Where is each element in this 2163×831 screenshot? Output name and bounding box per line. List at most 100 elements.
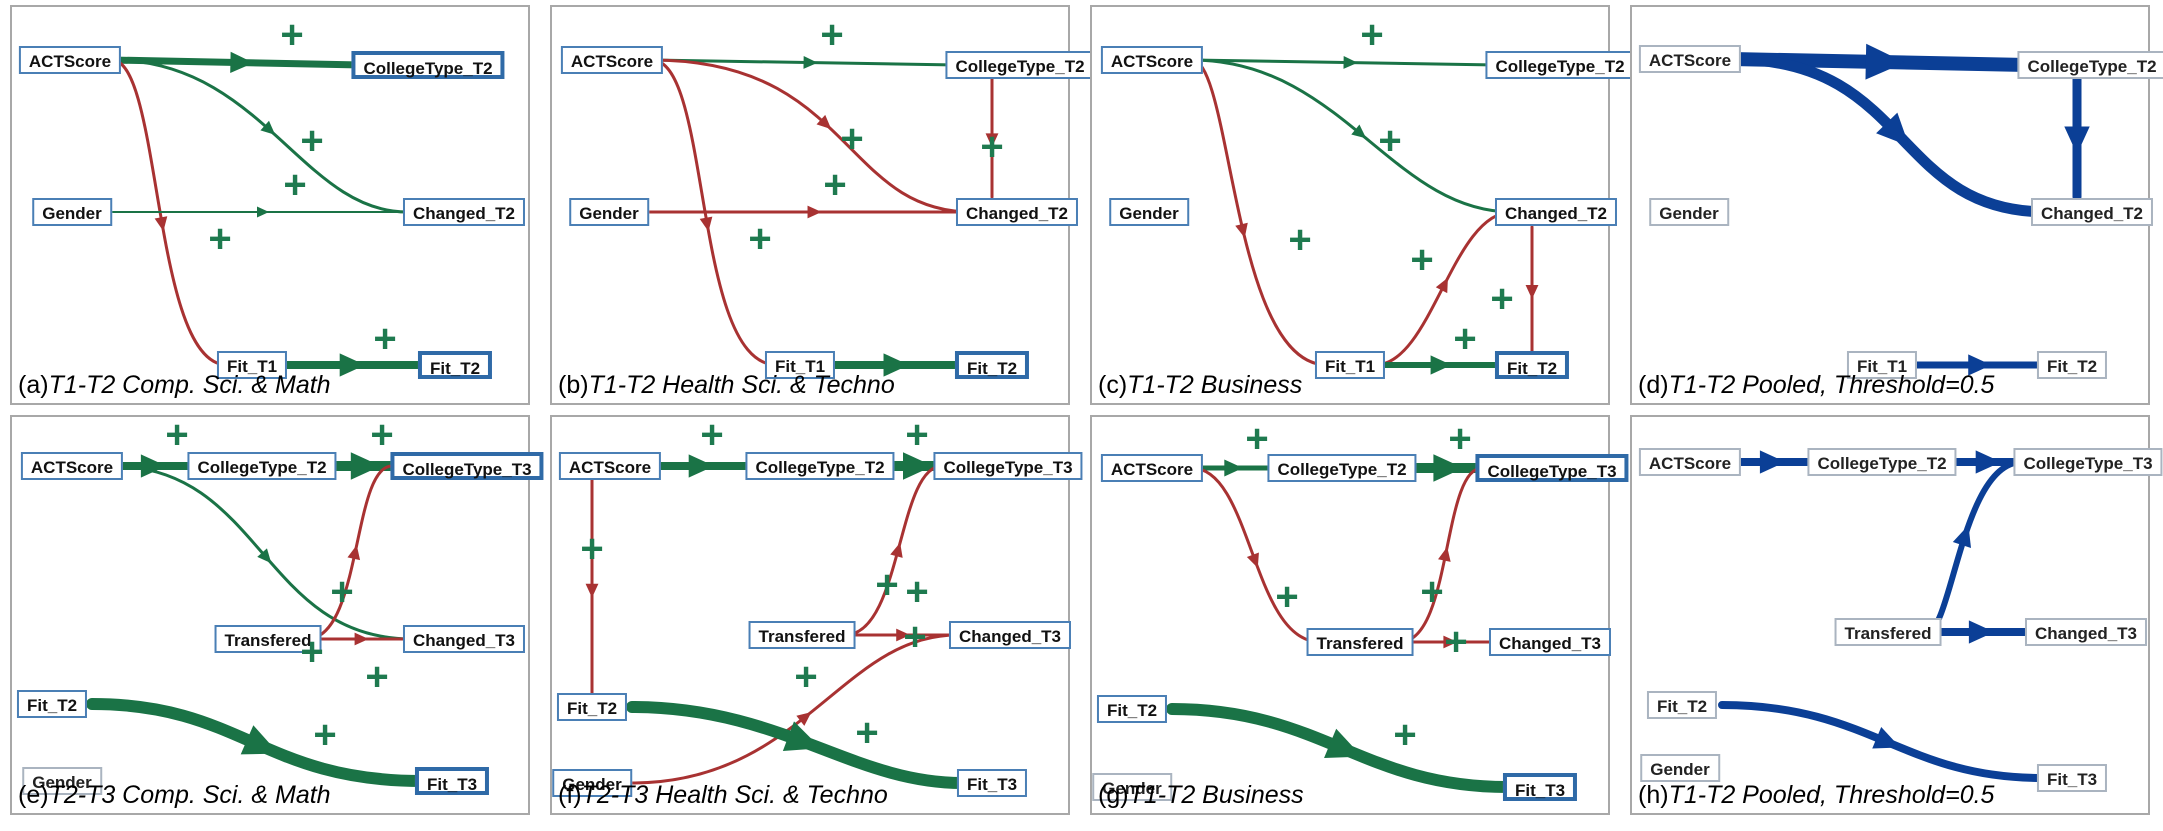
arrowhead-icon <box>230 52 254 74</box>
panel-b: ACTScore CollegeType_T2 Gender Changed_T2 Fi… <box>550 5 1070 405</box>
caption-text: T1-T2 Comp. Sci. & Math <box>49 371 331 399</box>
node-fit-t3: Fit_T3 <box>1503 773 1577 801</box>
plus-sign-icon: + <box>165 415 188 455</box>
caption-text: T1-T2 Pooled, Threshold=0.5 <box>1669 781 1995 809</box>
caption-text: T1-T2 Business <box>1129 781 1304 809</box>
node-gender: Gender <box>1649 198 1729 226</box>
arrowhead-icon <box>355 633 369 646</box>
panel-caption: (f)T2-T3 Health Sci. & Techno <box>558 781 888 810</box>
plus-sign-icon: + <box>820 15 843 55</box>
edge-ACTScore-to-Fit_T1 <box>1192 60 1327 365</box>
node-collegetype-t3: CollegeType_T3 <box>933 452 1082 480</box>
node-collegetype-t2: CollegeType_T2 <box>1267 454 1416 482</box>
node-transfered: Transfered <box>1307 628 1414 656</box>
plus-sign-icon: + <box>748 219 771 259</box>
arrowhead-icon <box>1436 275 1454 293</box>
plus-sign-icon: + <box>313 715 336 755</box>
node-collegetype-t2: CollegeType_T2 <box>1807 448 1956 476</box>
edge-Transfered-to-CollegeType_T3 <box>1927 462 2022 632</box>
caption-letter: (a) <box>18 371 49 399</box>
plus-sign-icon: + <box>1453 319 1476 359</box>
arrowhead-icon <box>1247 552 1264 570</box>
node-changed-t3: Changed_T3 <box>2025 618 2147 646</box>
node-fit-t2: Fit_T2 <box>2037 351 2107 379</box>
node-collegetype-t2: CollegeType_T2 <box>2017 51 2163 79</box>
plus-sign-icon: + <box>855 713 878 753</box>
arrowhead-icon <box>340 353 365 376</box>
panel-caption: (c)T1-T2 Business <box>1098 371 1302 400</box>
plus-sign-icon: + <box>580 529 603 569</box>
plus-sign-icon: + <box>1245 419 1268 459</box>
plus-sign-icon: + <box>823 165 846 205</box>
caption-letter: (c) <box>1098 371 1127 399</box>
arrowhead-icon <box>1953 522 1978 548</box>
caption-text: T1-T2 Pooled, Threshold=0.5 <box>1669 371 1995 399</box>
node-collegetype-t3: CollegeType_T3 <box>390 452 543 480</box>
panel-caption: (d)T1-T2 Pooled, Threshold=0.5 <box>1638 371 1994 400</box>
caption-text: T1-T2 Health Sci. & Techno <box>589 371 895 399</box>
plus-sign-icon: + <box>1448 419 1471 459</box>
plus-sign-icon: + <box>1288 220 1311 260</box>
node-changed-t3: Changed_T3 <box>949 621 1071 649</box>
node-fit-t2: Fit_T2 <box>418 351 492 379</box>
node-actscore: ACTScore <box>21 452 123 480</box>
edge-ACTScore-to-Changed_T2 <box>1192 60 1512 212</box>
plus-sign-icon: + <box>700 415 723 455</box>
plus-sign-icon: + <box>905 572 928 612</box>
node-actscore: ACTScore <box>561 46 663 74</box>
node-fit-t2: Fit_T2 <box>1097 695 1167 723</box>
arrowhead-icon <box>689 454 714 477</box>
node-collegetype-t2: CollegeType_T2 <box>1485 51 1634 79</box>
node-gender: Gender <box>1109 198 1189 226</box>
arrowhead-icon <box>1969 620 1994 643</box>
node-collegetype-t2: CollegeType_T2 <box>187 452 336 480</box>
caption-letter: (f) <box>558 781 582 809</box>
plus-sign-icon: + <box>1444 622 1467 662</box>
node-actscore: ACTScore <box>1101 454 1203 482</box>
arrowhead-icon <box>1431 355 1452 374</box>
arrowhead-icon <box>890 541 906 558</box>
edge-Transfered-to-CollegeType_T3 <box>1400 468 1482 642</box>
node-fit-t2: Fit_T2 <box>557 693 627 721</box>
node-collegetype-t2: CollegeType_T2 <box>351 51 504 79</box>
arrowhead-icon <box>1872 727 1904 758</box>
node-transfered: Transfered <box>1835 618 1942 646</box>
node-changed-t3: Changed_T3 <box>403 625 525 653</box>
node-fit-t3: Fit_T3 <box>415 767 489 795</box>
node-transfered: Transfered <box>749 621 856 649</box>
plus-sign-icon: + <box>330 572 353 612</box>
caption-text: T1-T2 Business <box>1127 371 1302 399</box>
arrowhead-icon <box>1760 450 1785 473</box>
arrowhead-icon <box>2064 127 2089 155</box>
node-changed-t2: Changed_T2 <box>403 198 525 226</box>
panel-c: ACTScore CollegeType_T2 Gender Changed_T2 Fi… <box>1090 5 1610 405</box>
node-gender: Gender <box>569 198 649 226</box>
panel-f: ACTScore CollegeType_T2 CollegeType_T3 Tran… <box>550 415 1070 815</box>
node-collegetype-t3: CollegeType_T3 <box>2013 448 2162 476</box>
node-gender: Gender <box>1640 754 1720 782</box>
node-collegetype-t3: CollegeType_T3 <box>1475 454 1628 482</box>
panel-e: ACTScore CollegeType_T2 CollegeType_T3 Tran… <box>10 415 530 815</box>
plus-sign-icon: + <box>980 127 1003 167</box>
plus-sign-icon: + <box>1275 577 1298 617</box>
caption-letter: (g) <box>1098 781 1129 809</box>
node-actscore: ACTScore <box>19 46 121 74</box>
plus-sign-icon: + <box>1410 240 1433 280</box>
node-actscore: ACTScore <box>1639 448 1741 476</box>
panel-caption: (g)T1-T2 Business <box>1098 781 1304 810</box>
plus-sign-icon: + <box>1490 279 1513 319</box>
panel-d: ACTScore CollegeType_T2 Gender Changed_T2 Fi… <box>1630 5 2150 405</box>
plus-sign-icon: + <box>208 219 231 259</box>
node-actscore: ACTScore <box>559 452 661 480</box>
node-collegetype-t2: CollegeType_T2 <box>945 51 1094 79</box>
node-gender: Gender <box>32 198 112 226</box>
panel-g: ACTScore CollegeType_T2 CollegeType_T3 Tran… <box>1090 415 1610 815</box>
arrowhead-icon <box>1224 459 1243 476</box>
plus-sign-icon: + <box>905 415 928 455</box>
plus-sign-icon: + <box>283 165 306 205</box>
arrowhead-icon <box>803 56 817 69</box>
arrowhead-icon <box>1526 285 1539 299</box>
arrowhead-icon <box>808 206 822 219</box>
node-fit-t1: Fit_T1 <box>1315 351 1385 379</box>
